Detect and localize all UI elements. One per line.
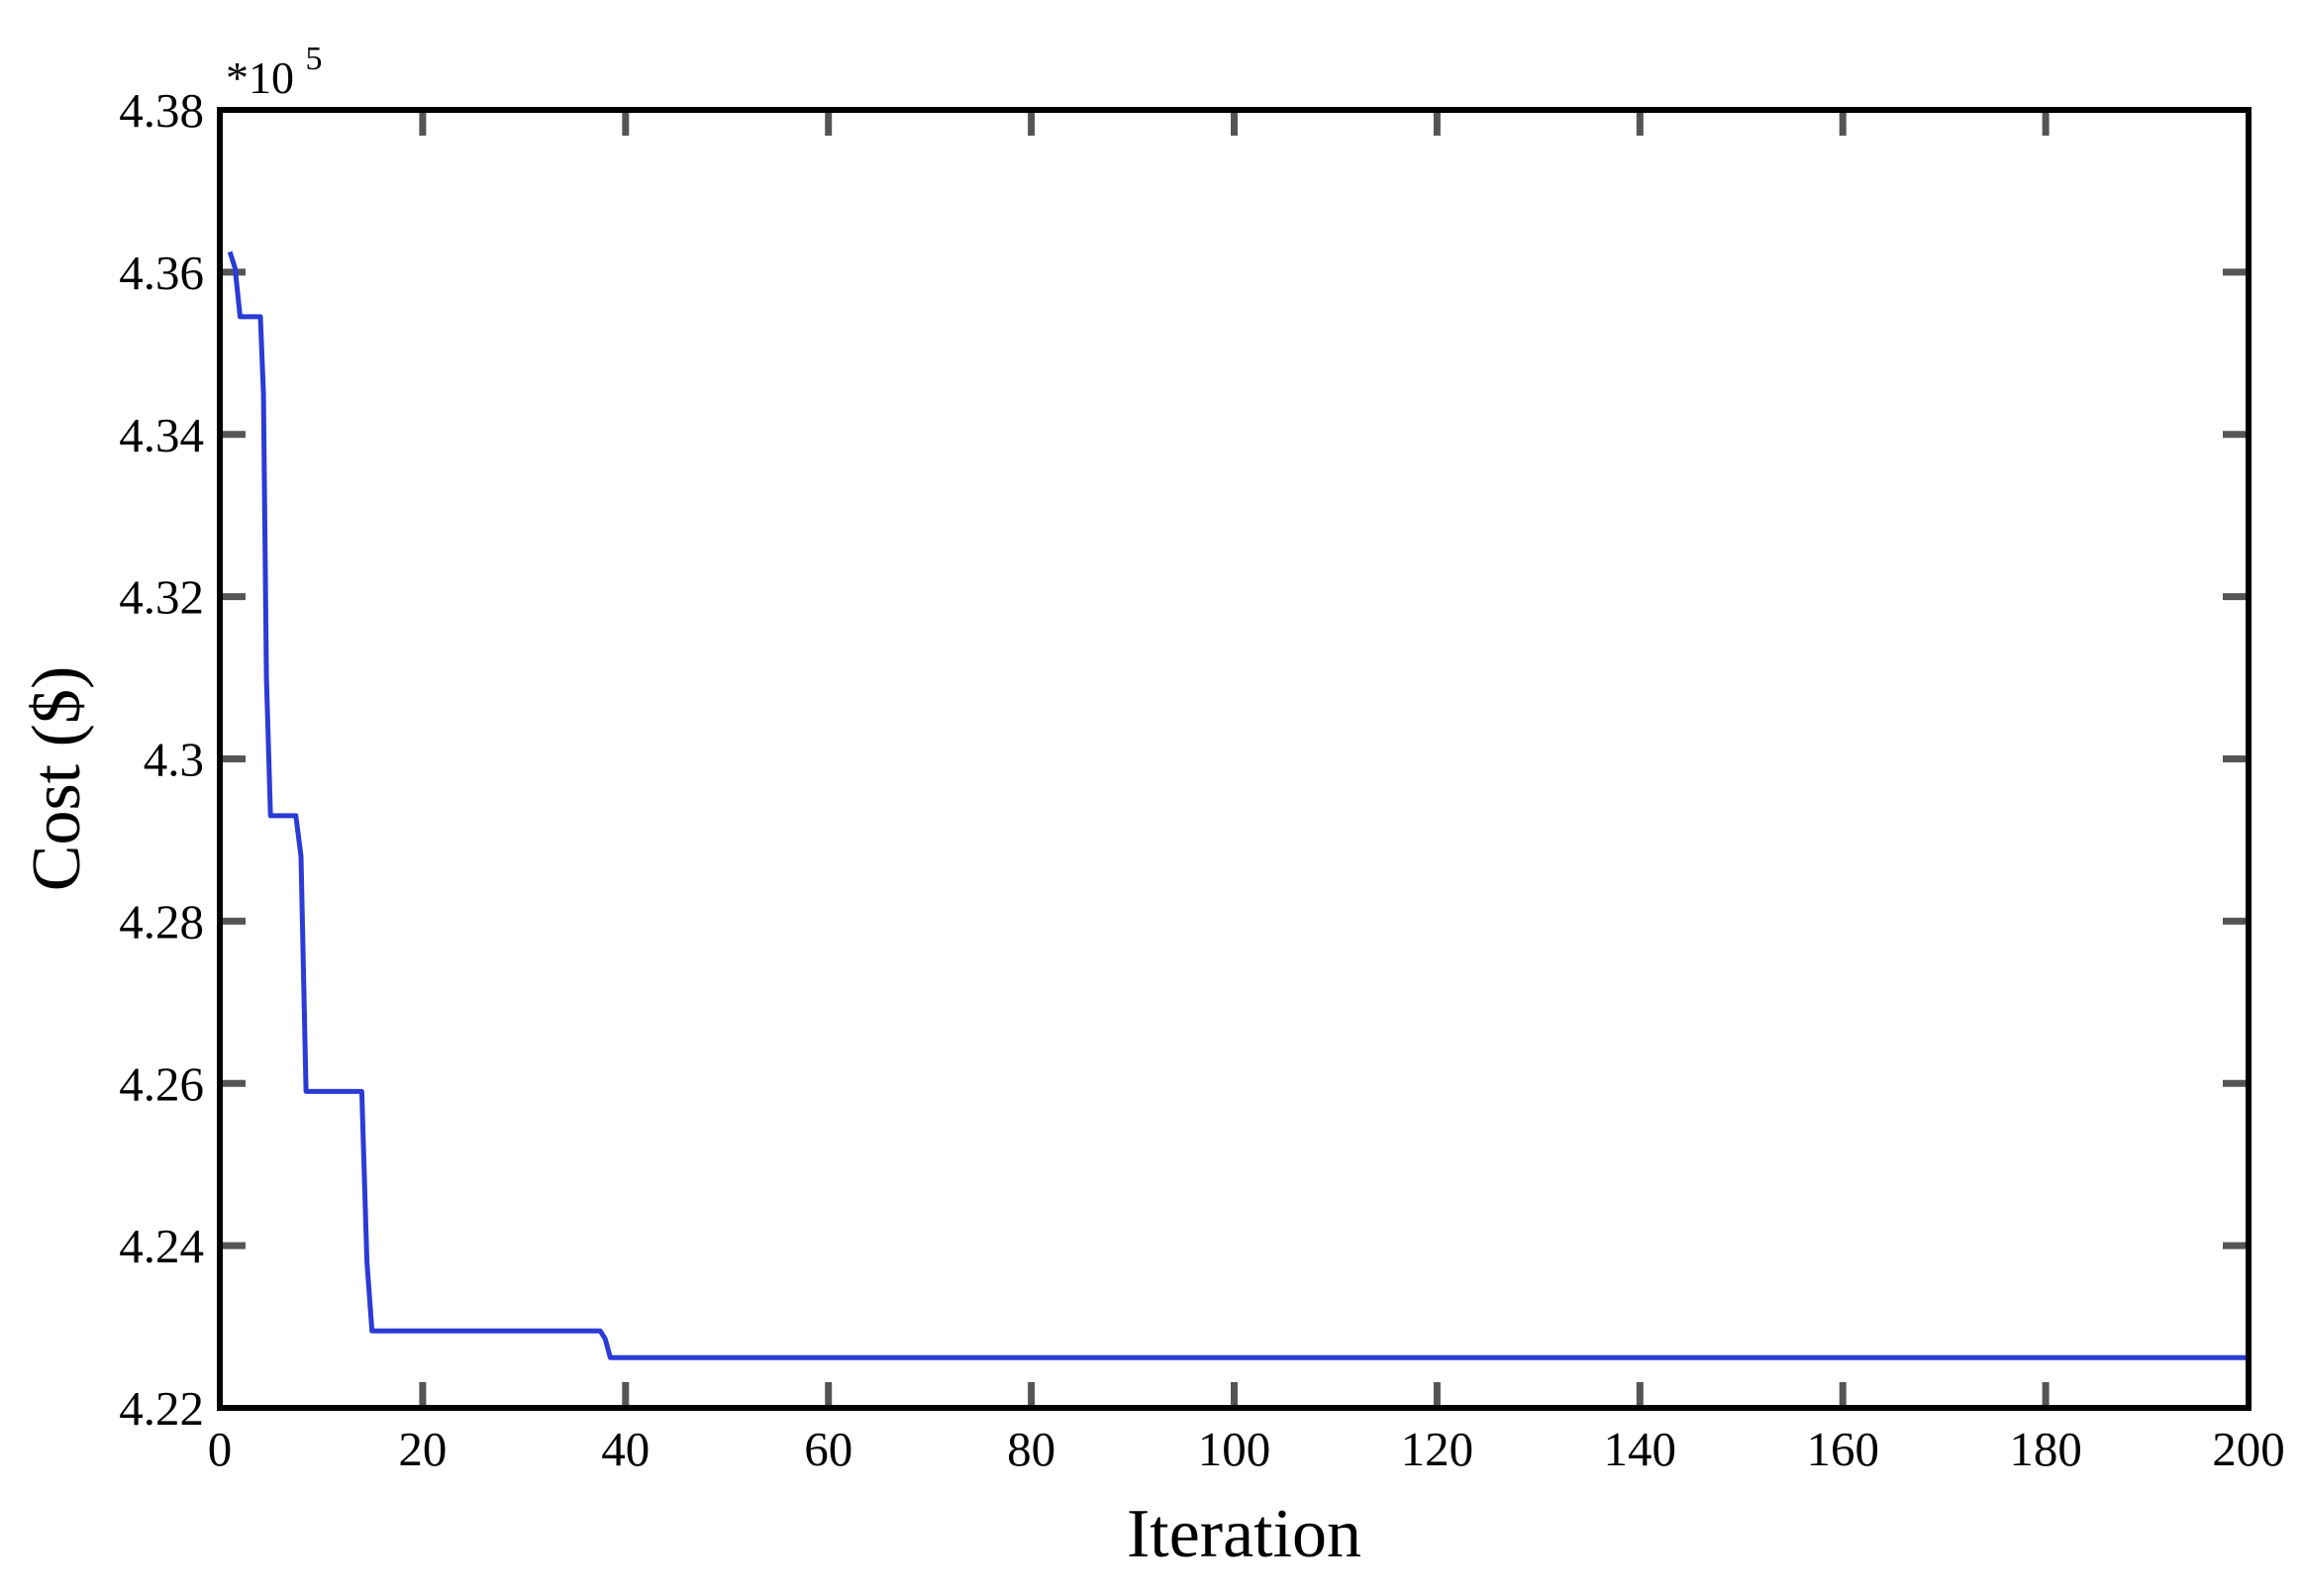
- x-tick-label: 0: [208, 1422, 233, 1476]
- y-tick-label: 4.32: [119, 570, 204, 625]
- x-axis-title: Iteration: [1127, 1496, 1361, 1572]
- labels-layer: 0 20 40 60 80 100 120 140 160 180 200 4.22 4.24 4.26 4…: [119, 83, 2285, 1476]
- x-tick-label: 40: [601, 1422, 650, 1476]
- x-tick-label: 140: [1604, 1422, 1677, 1476]
- x-tick-label: 180: [2009, 1422, 2082, 1476]
- y-tick-label: 4.26: [119, 1056, 204, 1111]
- y-axis-title: Cost ($): [19, 666, 95, 892]
- y-tick-label: 4.3: [144, 733, 204, 787]
- cost-series-line: [227, 250, 2249, 1360]
- x-tick-label: 160: [1806, 1422, 1879, 1476]
- y-tick-label: 4.38: [119, 83, 204, 138]
- y-tick-label: 4.28: [119, 894, 204, 948]
- x-tick-label: 100: [1198, 1422, 1271, 1476]
- y-multiplier-exponent: 5: [306, 41, 323, 77]
- x-tick-label: 60: [804, 1422, 852, 1476]
- y-tick-label: 4.34: [119, 408, 204, 462]
- y-tick-label: 4.36: [119, 246, 204, 300]
- x-tick-label: 120: [1401, 1422, 1474, 1476]
- x-tick-label: 80: [1007, 1422, 1055, 1476]
- plot-frame: [217, 107, 2252, 1411]
- x-tick-label: 200: [2212, 1422, 2285, 1476]
- y-tick-label: 4.22: [119, 1381, 204, 1436]
- y-tick-label: 4.24: [119, 1219, 204, 1273]
- ticks-layer: [220, 110, 2249, 1408]
- series-layer: [227, 250, 2249, 1360]
- y-multiplier-base: *10: [226, 52, 294, 103]
- y-axis-multiplier: *10 5: [226, 41, 323, 103]
- x-tick-label: 20: [398, 1422, 447, 1476]
